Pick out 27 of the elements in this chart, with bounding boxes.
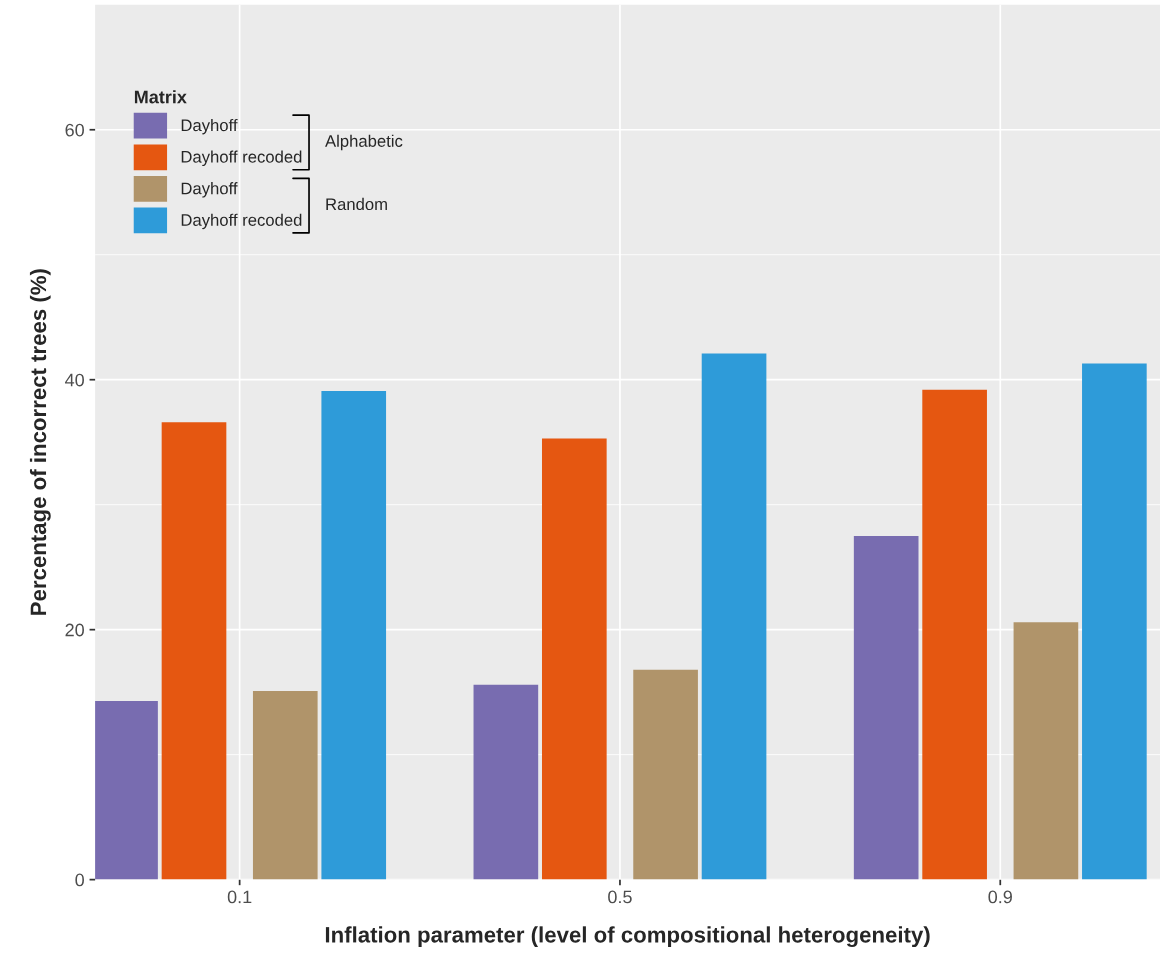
bar xyxy=(1082,363,1147,880)
bar xyxy=(701,353,767,880)
legend-label: Dayhoff xyxy=(181,182,238,198)
y-tick-label: 0 xyxy=(75,873,84,887)
annotation: Random xyxy=(326,197,387,211)
bar xyxy=(853,535,919,880)
y-tick-label: 40 xyxy=(65,373,84,387)
x-axis-title: Inflation parameter (level of compositional heterogeneity) xyxy=(325,926,930,948)
legend-label: Dayhoff recoded xyxy=(181,213,302,230)
bar xyxy=(161,422,227,880)
x-tick-label: 0.1 xyxy=(227,890,252,904)
y-axis-title: Percentage of incorrect trees (%) xyxy=(29,269,51,615)
legend-label: Dayhoff xyxy=(181,118,238,135)
y-tick-label: 20 xyxy=(65,623,84,637)
x-tick-label: 0.5 xyxy=(608,890,632,904)
bar xyxy=(633,669,698,880)
bar xyxy=(1013,622,1079,880)
y-tick-label: 60 xyxy=(65,123,84,137)
legend-label: Dayhoff recoded xyxy=(181,150,302,167)
bar xyxy=(922,389,987,880)
bar xyxy=(473,684,539,880)
x-tick-label: 0.9 xyxy=(988,890,1012,904)
legend-title: Matrix xyxy=(134,90,187,104)
annotation: Alphabetic xyxy=(325,134,403,151)
bar xyxy=(252,690,318,880)
bar xyxy=(541,438,607,880)
bar xyxy=(321,390,387,880)
